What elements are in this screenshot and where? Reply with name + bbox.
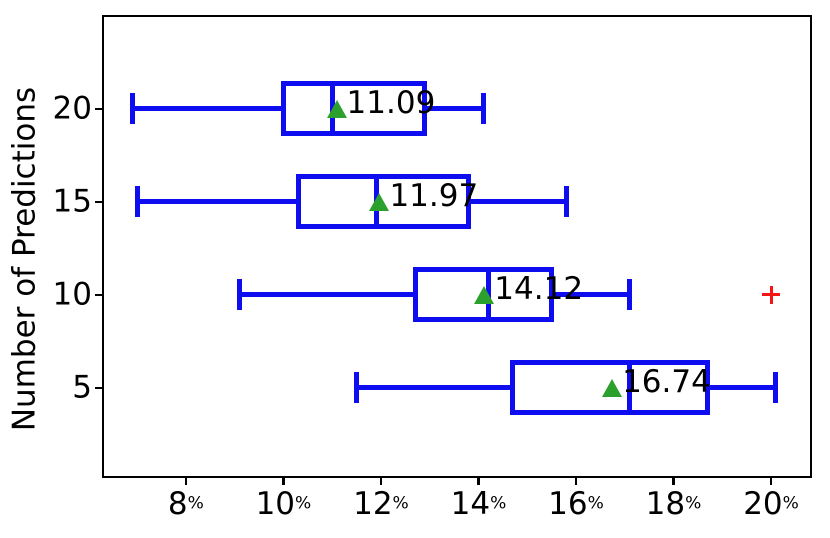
x-tick-label: 20% [743,486,799,522]
y-tick [95,386,102,390]
box [280,81,428,137]
whisker-cap [563,186,569,218]
whisker-cap [129,93,135,125]
percent-sign: % [782,493,799,514]
plot-area [102,15,812,478]
whisker-line [239,292,416,298]
mean-value-label: 14.12 [494,270,584,307]
x-tick [477,478,480,485]
x-tick [379,478,383,485]
x-tick-label: 8% [167,486,204,522]
y-tick [95,107,102,111]
box [295,174,472,230]
whisker-line [551,292,630,298]
x-tick [769,478,773,485]
percent-sign: % [587,493,604,514]
whisker-line [707,385,776,391]
x-tick-label: 18% [645,486,702,522]
x-tick [574,478,578,485]
whisker-cap [354,372,360,404]
percent-sign: % [295,493,312,514]
x-tick [282,478,285,485]
whisker-cap [134,186,140,218]
x-tick [672,478,675,485]
x-tick [184,478,188,485]
whisker-cap [773,372,779,404]
mean-marker-icon [474,285,495,304]
percent-sign: % [187,493,204,514]
box [510,360,711,416]
median-line [627,360,633,416]
mean-value-label: 16.74 [622,363,711,400]
x-tick-label: 10% [255,486,312,522]
whisker-line [132,106,284,112]
percent-sign: % [490,493,507,514]
x-tick-label: 16% [548,486,604,522]
whisker-line [424,106,484,112]
percent-sign: % [392,493,409,514]
y-tick [95,200,102,204]
y-tick-label: 15 [52,183,92,220]
box [412,267,555,323]
whisker-line [137,199,299,205]
x-tick-label: 14% [450,486,507,522]
whisker-line [356,385,513,391]
y-tick [95,293,102,297]
whisker-cap [237,279,242,311]
mean-value-label: 11.09 [346,84,436,121]
whisker-cap [627,279,633,311]
mean-marker-icon [602,378,623,397]
mean-marker-icon [369,192,390,211]
y-tick-label: 5 [72,369,92,406]
whisker-line [468,199,567,205]
mean-value-label: 11.97 [389,177,479,214]
y-tick-label: 20 [52,90,92,127]
y-tick-label: 10 [52,276,92,313]
mean-marker-icon [326,99,347,118]
percent-sign: % [685,493,702,514]
x-tick-label: 12% [353,486,409,522]
outlier-marker [769,285,773,304]
whisker-cap [480,93,486,125]
